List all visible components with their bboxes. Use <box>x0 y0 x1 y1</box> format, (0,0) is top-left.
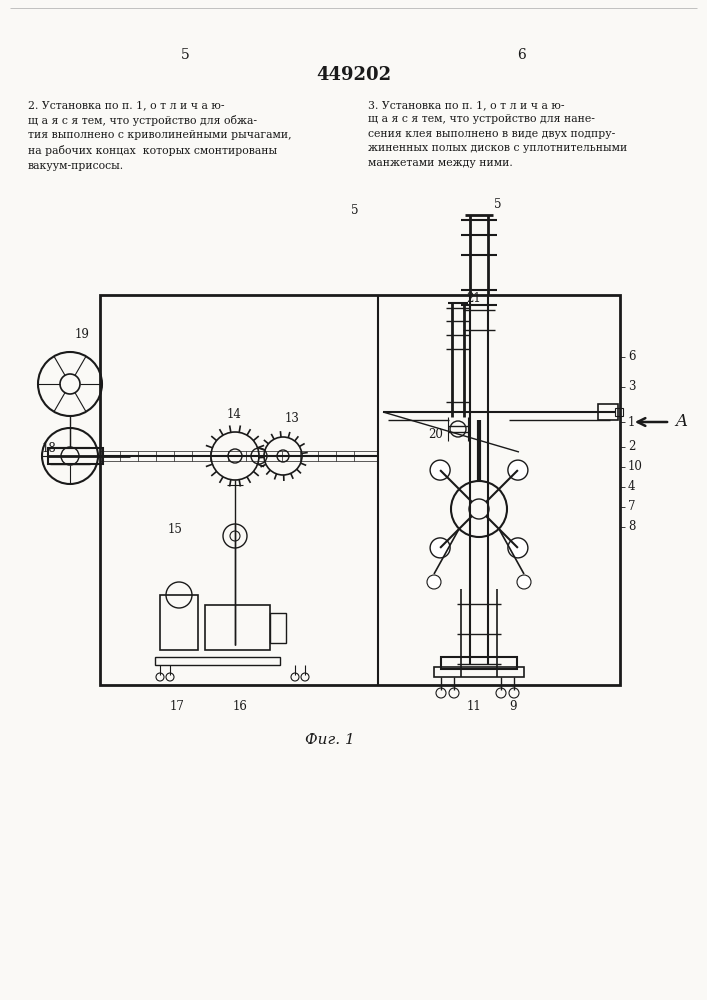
Bar <box>434 667 524 677</box>
Text: 8: 8 <box>628 520 636 534</box>
Text: A: A <box>675 414 687 430</box>
Text: 4: 4 <box>628 481 636 493</box>
Text: 11: 11 <box>467 700 481 714</box>
Circle shape <box>430 538 450 558</box>
Text: 7: 7 <box>628 500 636 514</box>
Text: 10: 10 <box>628 460 643 474</box>
Bar <box>155 657 280 665</box>
Text: 3: 3 <box>628 380 636 393</box>
Text: 5: 5 <box>351 204 358 217</box>
Bar <box>160 595 198 650</box>
Bar <box>48 448 103 464</box>
Bar <box>100 295 620 685</box>
Text: 3. Установка по п. 1, о т л и ч а ю-
щ а я с я тем, что устройство для нане-
сен: 3. Установка по п. 1, о т л и ч а ю- щ а… <box>368 100 627 168</box>
Text: 17: 17 <box>170 700 185 714</box>
Circle shape <box>517 575 531 589</box>
Circle shape <box>508 460 528 480</box>
Circle shape <box>469 499 489 519</box>
Circle shape <box>430 460 450 480</box>
Text: 5: 5 <box>180 48 189 62</box>
Circle shape <box>508 538 528 558</box>
Bar <box>270 613 286 643</box>
Text: 14: 14 <box>227 408 242 420</box>
Text: 13: 13 <box>285 412 300 426</box>
Circle shape <box>427 575 441 589</box>
Text: 6: 6 <box>518 48 527 62</box>
Text: 2. Установка по п. 1, о т л и ч а ю-
щ а я с я тем, что устройство для обжа-
тия: 2. Установка по п. 1, о т л и ч а ю- щ а… <box>28 100 291 171</box>
Bar <box>441 657 517 669</box>
Bar <box>615 408 623 416</box>
Bar <box>205 605 270 650</box>
Text: Фиг. 1: Фиг. 1 <box>305 733 355 747</box>
Text: 9: 9 <box>509 700 517 714</box>
Text: 1: 1 <box>628 416 636 428</box>
Text: 18: 18 <box>42 442 57 454</box>
Text: 20: 20 <box>428 428 443 440</box>
Text: 16: 16 <box>233 700 248 714</box>
Text: 449202: 449202 <box>317 66 392 84</box>
Bar <box>598 404 618 420</box>
Text: 15: 15 <box>168 523 183 536</box>
Text: 6: 6 <box>628 351 636 363</box>
Text: 2: 2 <box>628 440 636 454</box>
Text: 21: 21 <box>466 292 481 304</box>
Text: 19: 19 <box>75 328 90 340</box>
Text: 5: 5 <box>494 198 501 212</box>
